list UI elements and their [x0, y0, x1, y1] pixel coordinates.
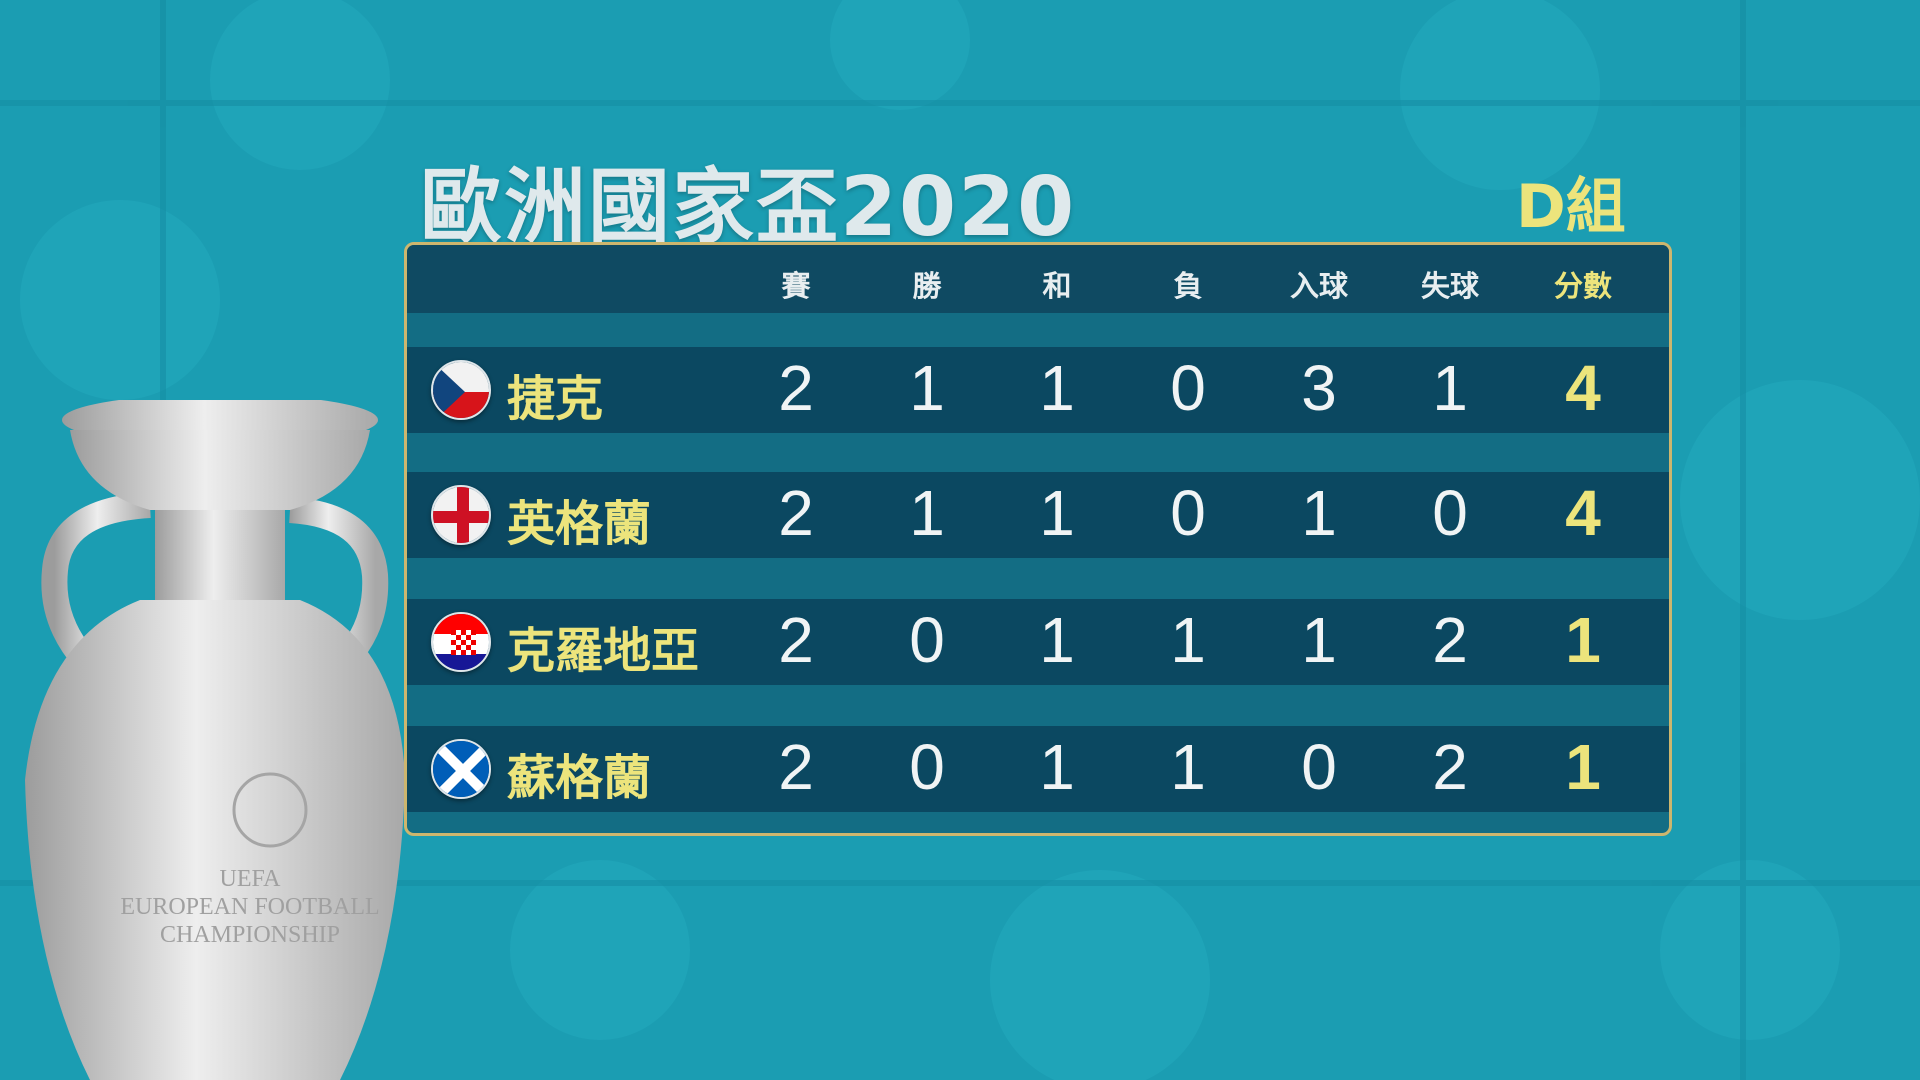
team-name: 蘇格蘭 [507, 750, 652, 806]
cell-won: 0 [909, 731, 945, 803]
cell-played: 2 [778, 477, 814, 549]
group-label: D組 [1516, 172, 1626, 242]
header-drawn: 和 [1042, 269, 1072, 303]
cell-won: 1 [909, 352, 945, 424]
cell-goals-against: 1 [1432, 352, 1468, 424]
table-header: 賽 勝 和 負 入球 失球 分數 [407, 245, 1669, 313]
cell-drawn: 1 [1039, 731, 1075, 803]
team-name: 克羅地亞 [507, 623, 700, 679]
trophy-text-european: EUROPEAN FOOTBALL [120, 894, 379, 920]
cell-goals-for: 1 [1301, 477, 1337, 549]
cell-goals-for: 3 [1301, 352, 1337, 424]
header-lost: 負 [1173, 269, 1203, 303]
cell-goals-against: 2 [1432, 604, 1468, 676]
england-flag-icon [431, 485, 491, 545]
cell-played: 2 [778, 604, 814, 676]
cell-goals-for: 0 [1301, 731, 1337, 803]
cell-won: 1 [909, 477, 945, 549]
cell-lost: 1 [1170, 604, 1206, 676]
header-goals-for: 入球 [1289, 269, 1348, 303]
cell-goals-against: 2 [1432, 731, 1468, 803]
cell-goals-for: 1 [1301, 604, 1337, 676]
cell-points: 4 [1565, 352, 1601, 424]
cell-lost: 1 [1170, 731, 1206, 803]
table-row: 蘇格蘭 2 0 1 1 0 2 1 [407, 726, 1669, 812]
cell-drawn: 1 [1039, 604, 1075, 676]
cell-played: 2 [778, 352, 814, 424]
table-row: 捷克 2 1 1 0 3 1 4 [407, 347, 1669, 433]
czech-flag-icon [431, 360, 491, 420]
page-title: 歐洲國家盃2020 [420, 160, 1077, 255]
team-name: 捷克 [507, 371, 604, 427]
cell-drawn: 1 [1039, 477, 1075, 549]
table-row: 克羅地亞 2 0 1 1 1 2 1 [407, 599, 1669, 685]
scotland-flag-icon [431, 739, 491, 799]
cell-goals-against: 0 [1432, 477, 1468, 549]
header-won: 勝 [912, 269, 942, 303]
header-points: 分數 [1553, 269, 1612, 303]
croatia-flag-icon [431, 612, 491, 672]
team-name: 英格蘭 [507, 496, 652, 552]
cell-won: 0 [909, 604, 945, 676]
trophy-image: UEFA EUROPEAN FOOTBALL CHAMPIONSHIP [25, 400, 405, 1080]
cell-lost: 0 [1170, 352, 1206, 424]
cell-drawn: 1 [1039, 352, 1075, 424]
table-row: 英格蘭 2 1 1 0 1 0 4 [407, 472, 1669, 558]
cell-points: 1 [1565, 731, 1601, 803]
cell-played: 2 [778, 731, 814, 803]
trophy-text-championship: CHAMPIONSHIP [160, 922, 340, 948]
cell-lost: 0 [1170, 477, 1206, 549]
cell-points: 1 [1565, 604, 1601, 676]
trophy-text-uefa: UEFA [220, 866, 282, 892]
header-played: 賽 [781, 269, 811, 303]
standings-table: 賽 勝 和 負 入球 失球 分數 捷克 2 1 1 0 3 1 4 英格蘭 2 1 1 0 1 0 4 克羅… [404, 242, 1672, 836]
header-goals-against: 失球 [1420, 269, 1479, 303]
cell-points: 4 [1565, 477, 1601, 549]
